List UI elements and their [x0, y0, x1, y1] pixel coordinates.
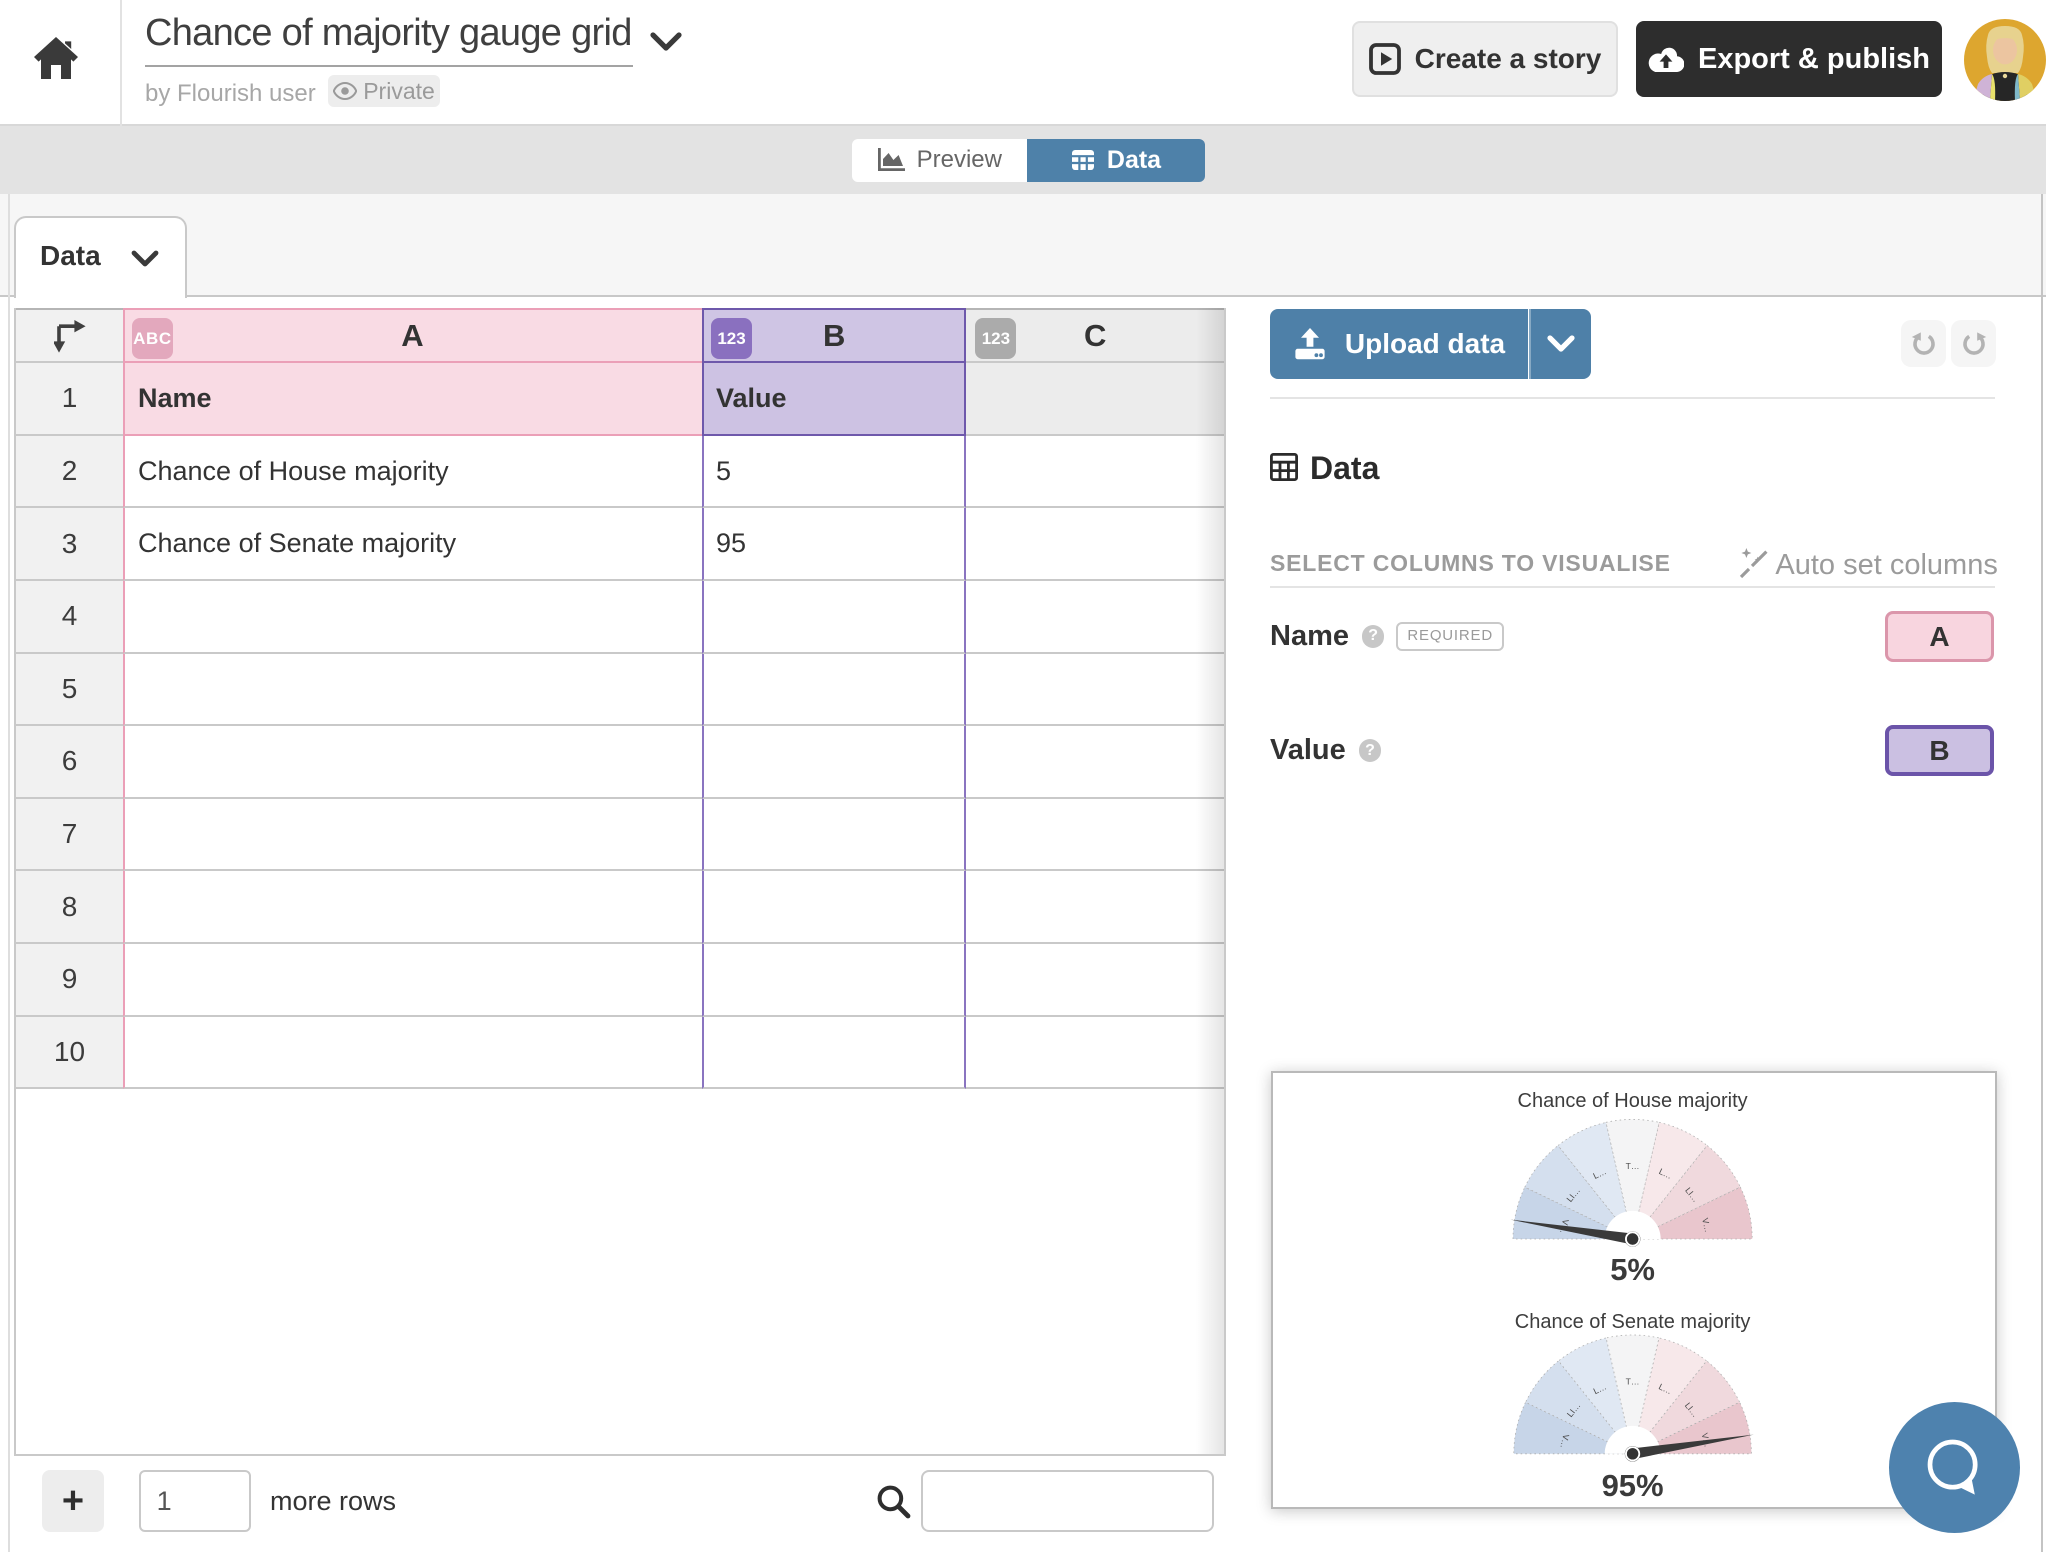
svg-text:L…: L… [1657, 1381, 1673, 1396]
svg-text:L…: L… [1657, 1166, 1673, 1181]
svg-text:95%: 95% [1601, 1468, 1663, 1503]
svg-text:T…: T… [1625, 1376, 1639, 1386]
svg-text:V…: V… [1558, 1433, 1571, 1449]
svg-text:V…: V… [1700, 1217, 1713, 1233]
svg-text:5%: 5% [1610, 1252, 1655, 1287]
svg-text:Chance of Senate majority: Chance of Senate majority [1515, 1311, 1751, 1333]
svg-text:T…: T… [1625, 1161, 1639, 1171]
svg-text:Chance of House majority: Chance of House majority [1517, 1090, 1747, 1112]
